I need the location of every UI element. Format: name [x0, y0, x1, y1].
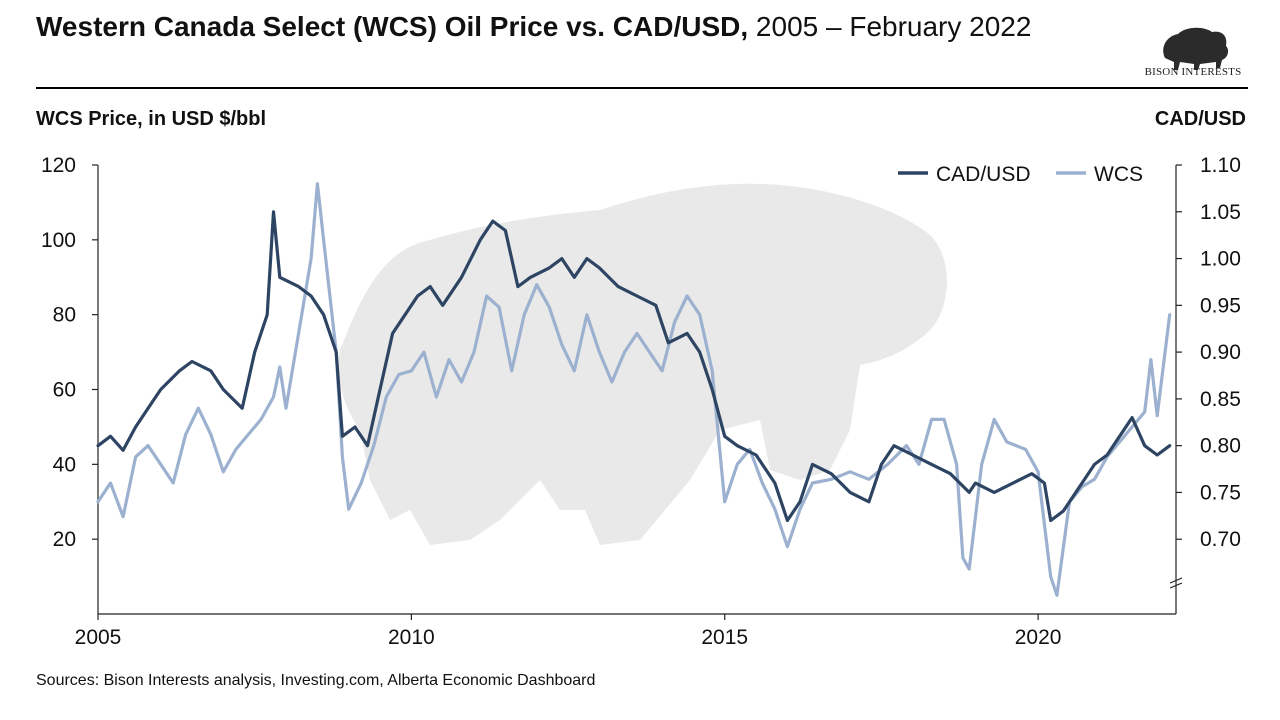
bison-icon — [1163, 27, 1229, 70]
right-y-tick-label: 0.75 — [1200, 481, 1241, 504]
right-y-tick-label: 0.80 — [1200, 435, 1241, 458]
legend-label-cad-usd: CAD/USD — [936, 163, 1031, 186]
left-y-tick-label: 120 — [41, 154, 76, 177]
left-y-tick-label: 80 — [53, 304, 76, 327]
x-tick-label: 2020 — [1015, 626, 1062, 649]
left-y-tick-label: 40 — [53, 453, 76, 476]
right-y-tick-label: 0.95 — [1200, 294, 1241, 317]
chart-title-bold: Western Canada Select (WCS) Oil Price vs… — [36, 11, 749, 42]
chart-title: Western Canada Select (WCS) Oil Price vs… — [36, 10, 1036, 44]
source-note: Sources: Bison Interests analysis, Inves… — [36, 672, 596, 689]
right-y-tick-label: 0.70 — [1200, 528, 1241, 551]
left-axis-title: WCS Price, in USD $/bbl — [36, 108, 267, 130]
legend-label-wcs: WCS — [1094, 163, 1143, 186]
header-divider — [36, 87, 1248, 89]
chart-title-rest: 2005 – February 2022 — [748, 11, 1032, 42]
x-tick-label: 2015 — [701, 626, 748, 649]
right-y-tick-label: 1.00 — [1200, 248, 1241, 271]
left-y-tick-label: 60 — [53, 379, 76, 402]
right-y-tick-label: 1.05 — [1200, 201, 1241, 224]
x-tick-label: 2005 — [75, 626, 122, 649]
right-y-tick-label: 0.90 — [1200, 341, 1241, 364]
left-y-tick-label: 20 — [53, 528, 76, 551]
right-y-tick-label: 1.10 — [1200, 154, 1241, 177]
x-tick-label: 2010 — [388, 626, 435, 649]
left-y-tick-label: 100 — [41, 229, 76, 252]
axis-break-mark — [1169, 582, 1183, 589]
logo-text: BISON INTERESTS — [1144, 66, 1242, 78]
right-y-tick-label: 0.85 — [1200, 388, 1241, 411]
bison-watermark — [338, 183, 947, 545]
series-line-wcs — [96, 182, 1172, 597]
series-line-cad-usd — [96, 210, 1172, 523]
right-axis-title: CAD/USD — [1154, 108, 1246, 130]
axis-break-mark — [1169, 577, 1183, 584]
